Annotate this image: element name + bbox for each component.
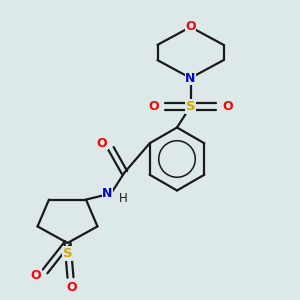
Text: O: O [185, 20, 196, 34]
Text: H: H [118, 191, 127, 205]
Text: S: S [186, 100, 195, 113]
Text: O: O [67, 280, 77, 294]
Text: O: O [148, 100, 159, 113]
Text: N: N [185, 71, 196, 85]
Text: O: O [31, 268, 41, 282]
Text: S: S [63, 247, 72, 260]
Text: N: N [102, 187, 112, 200]
Text: O: O [97, 136, 107, 150]
Text: O: O [222, 100, 233, 113]
